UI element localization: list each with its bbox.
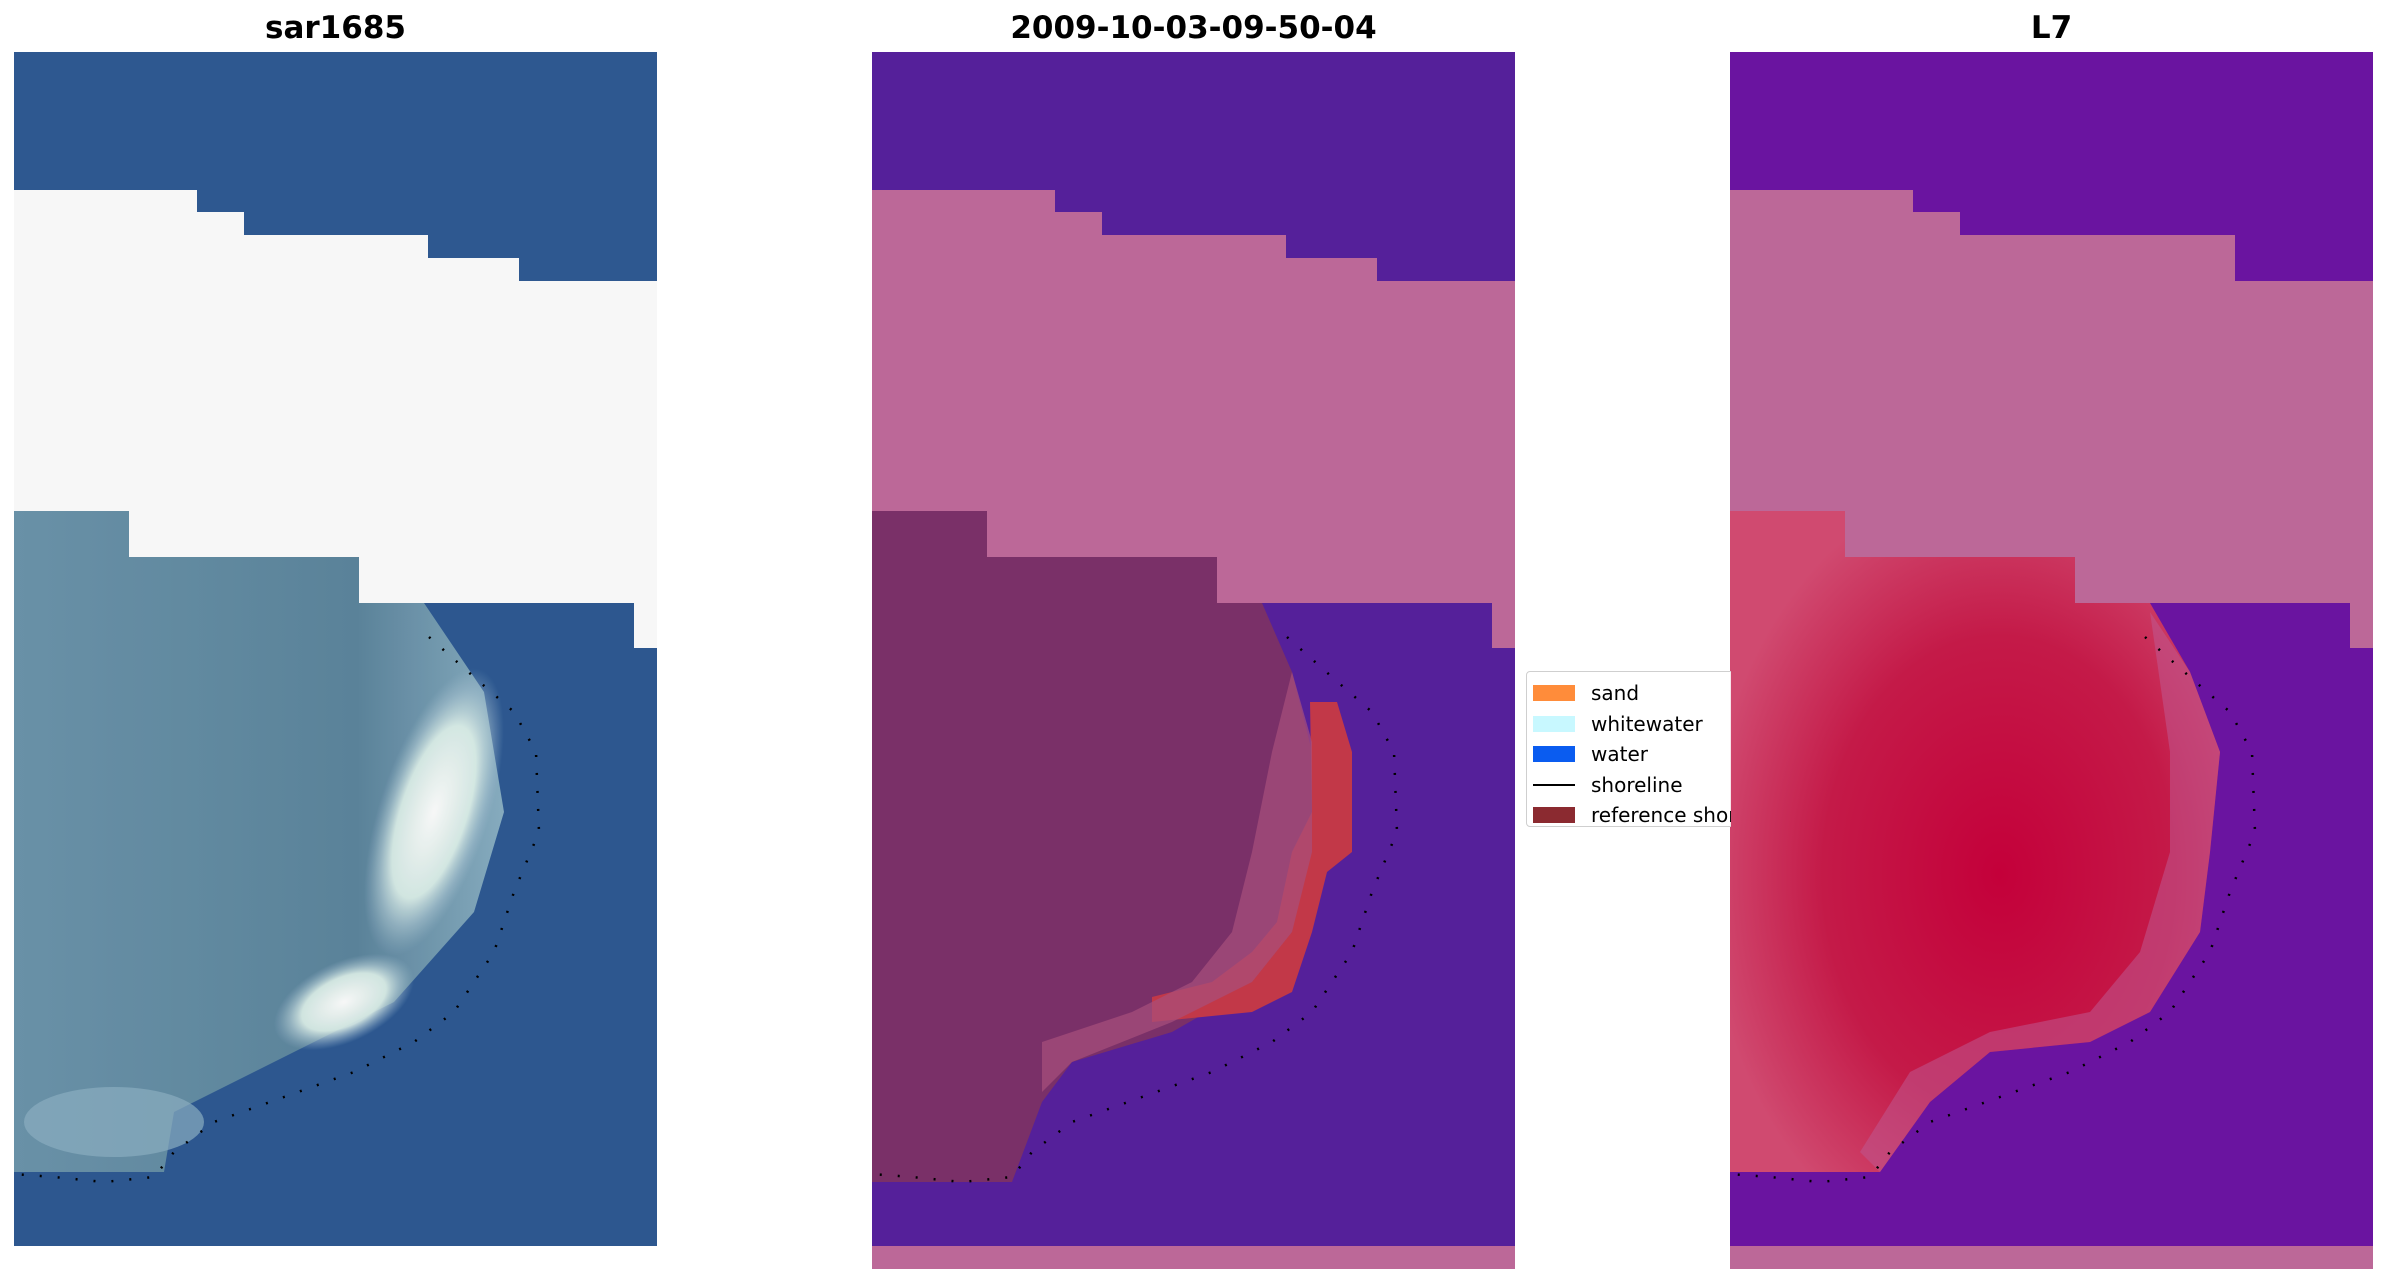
nodata-strip xyxy=(1730,1246,2373,1269)
legend-label: water xyxy=(1591,742,1648,767)
legend-item-water: water xyxy=(1533,739,1731,770)
panel-title-rgb: sar1685 xyxy=(265,10,406,46)
legend-item-whitewater: whitewater xyxy=(1533,709,1731,740)
legend-item-shoreline: shoreline xyxy=(1533,770,1731,801)
legend-label: reference shoreline xyxy=(1591,803,1731,828)
classification-panel xyxy=(872,52,1515,1269)
legend-label: sand xyxy=(1591,681,1640,706)
legend-item-sand: sand xyxy=(1533,678,1731,709)
legend-label: shoreline xyxy=(1591,772,1683,797)
panel-title-index: L7 xyxy=(2030,10,2073,46)
legend-item-reference-shoreline: reference shoreline xyxy=(1533,800,1731,829)
nodata-strip xyxy=(872,1246,1515,1269)
legend: sand whitewater water shoreline referenc… xyxy=(1526,671,1731,829)
nodata-region xyxy=(1730,190,2373,648)
rgb-image-panel xyxy=(14,52,657,1269)
reference-shoreline-swatch xyxy=(1533,807,1575,824)
panel-title-classification: 2009-10-03-09-50-04 xyxy=(1010,10,1377,46)
legend-label: whitewater xyxy=(1591,711,1703,736)
rgb-image xyxy=(14,52,657,1246)
water-swatch xyxy=(1533,746,1575,763)
index-image xyxy=(1730,52,2373,1269)
sand-swatch xyxy=(1533,685,1575,702)
sand-class-region xyxy=(1152,702,1352,1022)
legend-box: sand whitewater water shoreline referenc… xyxy=(1526,671,1731,827)
index-panel xyxy=(1730,52,2373,1269)
whitewater-swatch xyxy=(1533,715,1575,732)
shoreline-line-swatch xyxy=(1533,783,1575,786)
classification-image xyxy=(872,52,1515,1269)
nodata-region xyxy=(872,190,1515,648)
